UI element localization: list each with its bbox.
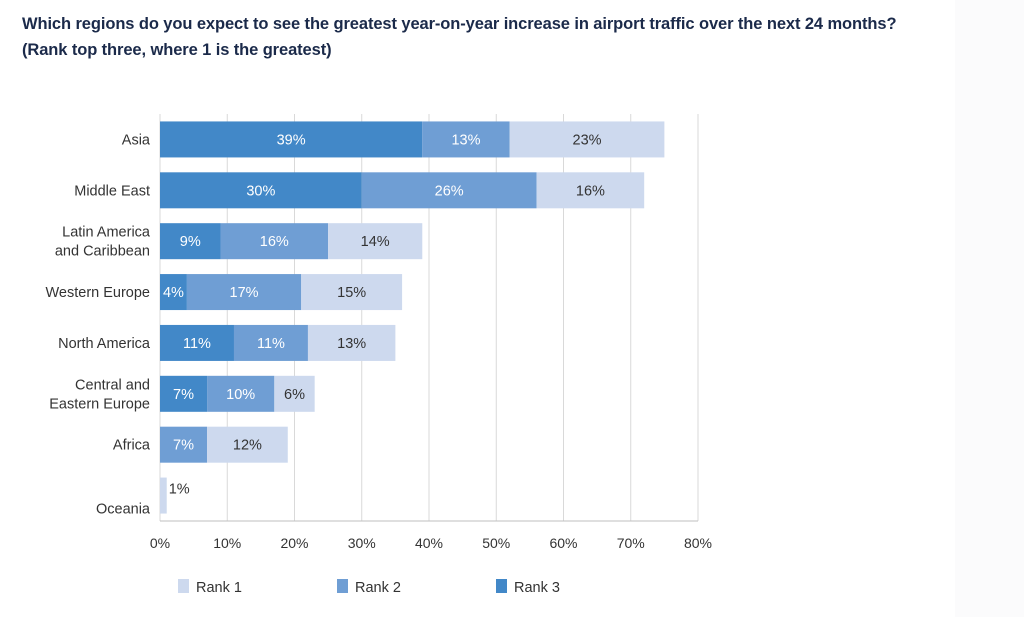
bar-segment-rank-3 [160,375,208,412]
category-label: Asia [122,132,151,148]
data-label: 9% [180,234,201,250]
data-label: 30% [246,183,275,199]
bar-segment-rank-3 [160,274,187,311]
chart-title-line-2: (Rank top three, where 1 is the greatest… [22,41,332,59]
data-label: 1% [169,482,190,498]
category-label-line: Middle East [74,183,150,199]
category-labels: Asia Middle East Latin America and Caribbea… [45,132,150,517]
x-tick-label-10: 10% [213,535,241,551]
legend-item-rank-2: Rank 2 [337,579,401,596]
bar-segment-rank-1 [301,274,403,311]
bar-group-2: 9% 16% 14% [160,223,423,260]
category-label-line: North America [58,336,151,352]
data-label: 6% [284,387,305,403]
category-label-line: Asia [122,132,151,148]
data-label: 7% [173,387,194,403]
category-label: North America [58,336,151,352]
legend-item-rank-3: Rank 3 [496,579,560,596]
bar-group-5: 7% 10% 6% [160,375,315,412]
data-label: 26% [435,183,464,199]
x-tick-label-50: 50% [482,535,510,551]
bar-group-7: 1% [160,477,190,514]
category-label-line: Oceania [96,502,151,518]
bar-segment-rank-3 [160,172,362,209]
legend-item-rank-1: Rank 1 [178,579,242,596]
bar-segment-rank-2 [220,223,329,260]
bar-segment-rank-3 [160,223,221,260]
bar-segment-rank-1 [536,172,645,209]
category-label: Latin America and Caribbean [55,225,151,260]
x-tick-label-60: 60% [549,535,577,551]
chart-title: Which regions do you expect to see the g… [22,11,982,63]
x-tick-label-20: 20% [280,535,308,551]
bars: 39% 13% 23%30% 26% 16%9% 16% 14%4% 17% 15%11% 11%… [160,121,665,514]
bar-group-4: 11% 11% 13% [160,324,396,361]
bar-group-6: 7% 12% [160,426,288,463]
legend-swatch [337,579,348,593]
data-label: 16% [576,183,605,199]
bar-group-3: 4% 17% 15% [160,274,403,311]
bar-group-0: 39% 13% 23% [160,121,665,158]
data-label: 13% [337,336,366,352]
category-label: Africa [113,438,151,454]
bar-segment-rank-1 [274,375,315,412]
legend: Rank 1 Rank 2 Rank 3 [178,579,560,596]
category-label-line: and Caribbean [55,244,150,260]
category-label-line: Africa [113,438,151,454]
category-label: Oceania [96,502,151,518]
data-label: 11% [183,336,211,352]
bar-segment-rank-2 [186,274,302,311]
category-label-line: Latin America [62,225,151,241]
chart-title-line-1: Which regions do you expect to see the g… [22,15,897,33]
bar-segment-rank-3 [160,121,423,158]
bar-segment-rank-2 [233,324,308,361]
bar-segment-rank-1 [509,121,665,158]
data-label: 11% [257,336,285,352]
x-tick-label-0: 0% [150,535,170,551]
x-tick-label-80: 80% [684,535,712,551]
legend-label: Rank 1 [196,580,242,596]
bar-group-1: 30% 26% 16% [160,172,645,209]
x-tick-label-40: 40% [415,535,443,551]
bar-segment-rank-2 [361,172,537,209]
category-label: Central and Eastern Europe [49,377,150,412]
category-label-line: Western Europe [45,285,150,301]
data-label: 17% [230,285,259,301]
data-label: 39% [277,132,306,148]
bar-segment-rank-3 [160,324,234,361]
data-label: 13% [451,132,480,148]
bar-segment-rank-2 [207,375,275,412]
page-edge-strip [955,0,1024,617]
legend-label: Rank 3 [514,580,560,596]
data-label: 23% [573,132,602,148]
bar-segment-rank-1 [307,324,396,361]
data-label: 16% [260,234,289,250]
data-label: 7% [173,438,194,454]
data-label: 15% [337,285,366,301]
x-axis: 0% 10% 20% 30% 40% 50% 60% 70% 80% [150,520,712,551]
category-label: Middle East [74,183,150,199]
bar-segment-rank-2 [422,121,510,158]
bar-segment-rank-1 [160,477,167,514]
category-label: Western Europe [45,285,150,301]
legend-swatch [496,579,507,593]
bar-segment-rank-2 [160,426,208,463]
data-label: 4% [163,285,184,301]
data-label: 14% [361,234,390,250]
legend-label: Rank 2 [355,580,401,596]
x-tick-label-70: 70% [617,535,645,551]
category-label-line: Central and [75,377,150,393]
data-label: 12% [233,438,262,454]
category-label-line: Eastern Europe [49,396,150,412]
x-tick-label-30: 30% [348,535,376,551]
data-label: 10% [226,387,255,403]
legend-swatch [178,579,189,593]
bar-segment-rank-1 [328,223,423,260]
bar-segment-rank-1 [207,426,288,463]
